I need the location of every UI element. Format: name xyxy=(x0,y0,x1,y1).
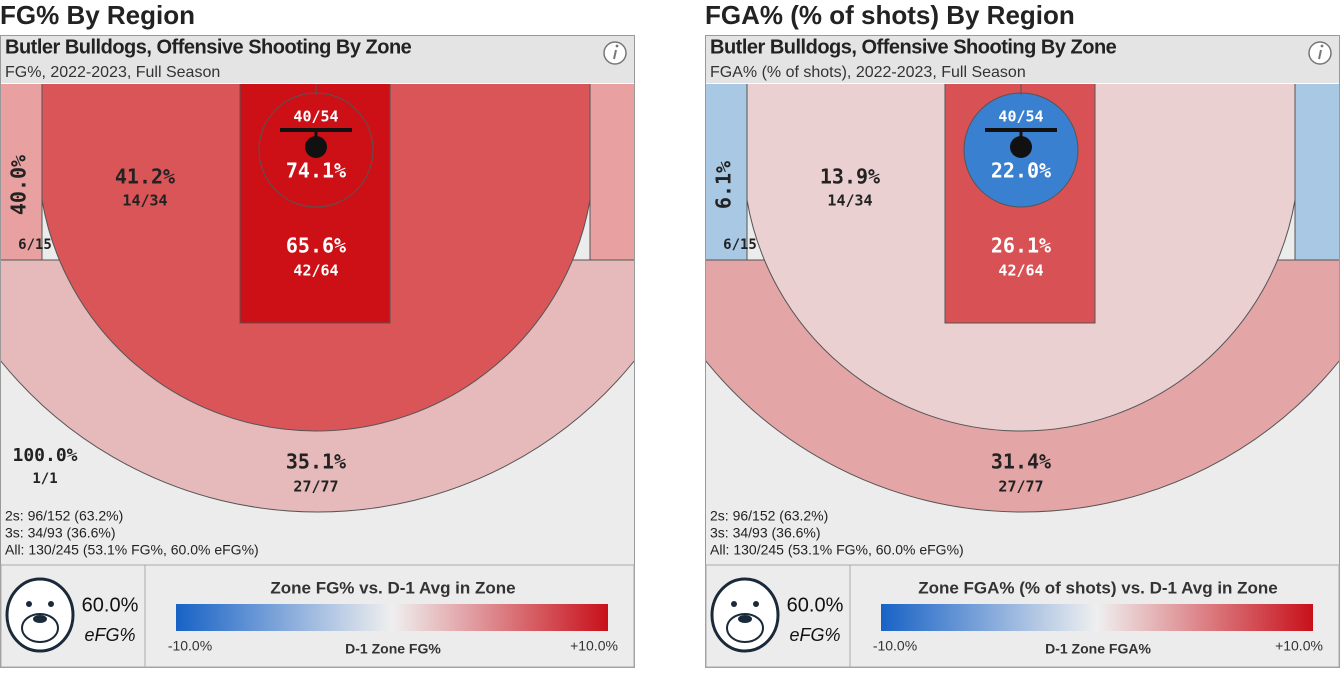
info-button[interactable] xyxy=(603,41,627,65)
info-glyph xyxy=(1318,49,1322,60)
panel: FG% By Region Butler Bulldogs, Offensive … xyxy=(0,0,635,668)
zone-pct: 13.9% xyxy=(820,165,880,189)
legend-label: D-1 Zone FGA% xyxy=(1045,641,1151,657)
zone-shots: 14/34 xyxy=(827,192,872,210)
team-logo xyxy=(710,577,780,653)
legend-gradient xyxy=(881,604,1313,631)
header-subtitle: FG%, 2022-2023, Full Season xyxy=(5,64,220,81)
efg-value: 60.0% xyxy=(82,594,139,616)
efg-value: 60.0% xyxy=(787,594,844,616)
logo-nose xyxy=(738,615,752,623)
summary-line: 3s: 34/93 (36.6%) xyxy=(710,525,821,541)
zone-pct: 65.6% xyxy=(286,234,346,258)
logo-muzzle xyxy=(726,613,764,643)
header-title: Butler Bulldogs, Offensive Shooting By Z… xyxy=(5,36,412,58)
zone-shots: 6/15 xyxy=(18,237,52,253)
summary-line: 3s: 34/93 (36.6%) xyxy=(5,525,116,541)
zone-shots: 42/64 xyxy=(293,262,338,280)
legend-label: D-1 Zone FG% xyxy=(345,641,441,657)
legend-min: -10.0% xyxy=(873,638,917,654)
court xyxy=(706,84,1339,565)
hoop xyxy=(1010,136,1032,158)
zone-shots: 27/77 xyxy=(293,478,338,496)
legend-min: -10.0% xyxy=(168,638,212,654)
zone-shots: 40/54 xyxy=(293,108,338,126)
legend-title: Zone FG% vs. D-1 Avg in Zone xyxy=(270,578,515,597)
logo-nose xyxy=(33,615,47,623)
zone-pct: 31.4% xyxy=(991,450,1051,474)
zone-corner-right xyxy=(1294,84,1339,261)
zone-pct: 22.0% xyxy=(991,159,1051,183)
zone-shots: 1/1 xyxy=(32,471,57,487)
zone-pct: 35.1% xyxy=(286,450,346,474)
zone-pct: 100.0% xyxy=(12,445,77,466)
zone-pct: 41.2% xyxy=(115,165,175,189)
panel-title: FG% By Region xyxy=(0,0,195,30)
zone-shots: 40/54 xyxy=(998,108,1043,126)
legend-max: +10.0% xyxy=(570,638,618,654)
zone-pct: 6.1% xyxy=(712,161,736,209)
efg-label: eFG% xyxy=(84,625,135,645)
zone-corner-right xyxy=(589,84,634,261)
legend-gradient xyxy=(176,604,608,631)
zone-shots: 6/15 xyxy=(723,237,757,253)
header-band xyxy=(706,36,1339,83)
legend-title: Zone FGA% (% of shots) vs. D-1 Avg in Zo… xyxy=(918,578,1278,597)
zone-corner-left xyxy=(706,84,748,261)
header-title: Butler Bulldogs, Offensive Shooting By Z… xyxy=(710,36,1117,58)
zone-pct: 26.1% xyxy=(991,234,1051,258)
panel: FGA% (% of shots) By Region Butler Bulldo… xyxy=(705,0,1340,668)
efg-label: eFG% xyxy=(789,625,840,645)
court xyxy=(1,84,634,565)
info-dot xyxy=(615,44,619,48)
zone-shots: 27/77 xyxy=(998,478,1043,496)
hoop xyxy=(305,136,327,158)
logo-muzzle xyxy=(21,613,59,643)
info-glyph xyxy=(613,49,617,60)
zone-pct: 74.1% xyxy=(286,159,346,183)
logo-eye xyxy=(753,601,759,607)
team-logo xyxy=(5,577,75,653)
summary-line: All: 130/245 (53.1% FG%, 60.0% eFG%) xyxy=(710,542,964,558)
logo-eye xyxy=(48,601,54,607)
zone-shots: 14/34 xyxy=(122,192,167,210)
logo-eye xyxy=(731,601,737,607)
info-dot xyxy=(1320,44,1324,48)
panel-title: FGA% (% of shots) By Region xyxy=(705,0,1075,30)
header-band xyxy=(1,36,634,83)
header-subtitle: FGA% (% of shots), 2022-2023, Full Seaso… xyxy=(710,64,1026,81)
summary-line: 2s: 96/152 (63.2%) xyxy=(710,508,828,524)
logo-eye xyxy=(26,601,32,607)
zone-shots: 42/64 xyxy=(998,262,1043,280)
legend-max: +10.0% xyxy=(1275,638,1323,654)
summary-line: 2s: 96/152 (63.2%) xyxy=(5,508,123,524)
summary-line: All: 130/245 (53.1% FG%, 60.0% eFG%) xyxy=(5,542,259,558)
info-button[interactable] xyxy=(1308,41,1332,65)
zone-pct: 40.0% xyxy=(7,155,31,215)
